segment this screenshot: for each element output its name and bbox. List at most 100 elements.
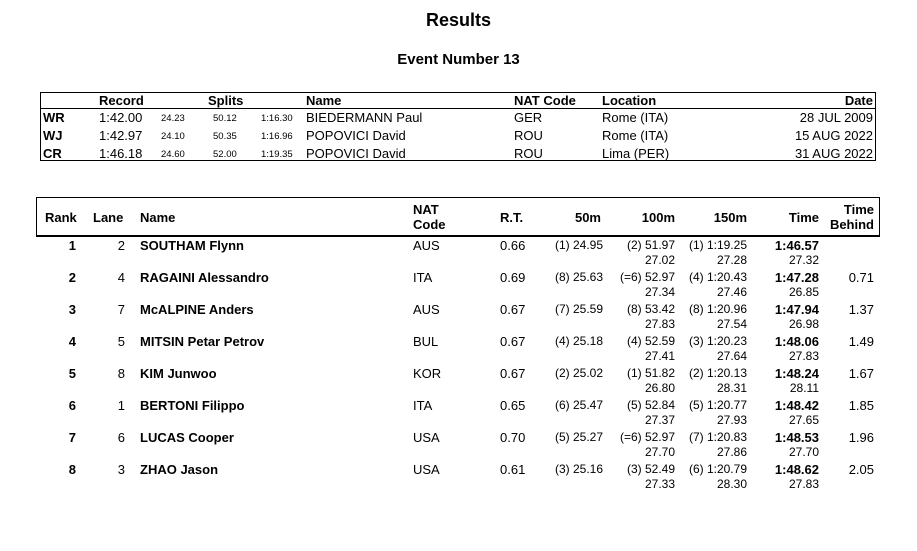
record-s2: 52.00	[213, 149, 237, 160]
result-s150: (5) 1:20.77	[688, 398, 747, 412]
result-rank: 6	[68, 398, 76, 413]
result-behind: 1.37	[848, 302, 874, 317]
result-rt: 0.69	[500, 270, 526, 285]
result-d100: 26.80	[644, 381, 675, 395]
record-name: POPOVICI David	[306, 128, 406, 143]
result-rank: 7	[68, 430, 76, 445]
result-rt: 0.67	[500, 366, 526, 381]
result-name: SOUTHAM Flynn	[140, 238, 244, 253]
result-rt: 0.67	[500, 302, 526, 317]
result-behind: 2.05	[848, 462, 874, 477]
result-name: McALPINE Anders	[140, 302, 254, 317]
result-s50: (7) 25.59	[554, 302, 603, 316]
result-d100: 27.02	[644, 253, 675, 267]
result-d200: 26.85	[788, 285, 819, 299]
result-d200: 27.65	[788, 413, 819, 427]
record-date: 15 AUG 2022	[794, 128, 873, 143]
result-rank: 4	[68, 334, 76, 349]
result-rt: 0.65	[500, 398, 526, 413]
result-s50: (8) 25.63	[554, 270, 603, 284]
page-title: Results	[425, 10, 492, 30]
result-d100: 27.37	[644, 413, 675, 427]
header-time-behind-1: Time	[843, 202, 874, 217]
record-s1: 24.23	[161, 113, 185, 124]
result-s150: (3) 1:20.23	[688, 334, 747, 348]
result-s100: (=6) 52.97	[619, 270, 675, 284]
result-s150: (6) 1:20.79	[688, 462, 747, 476]
header-name: Name	[306, 93, 342, 108]
result-d150: 27.46	[716, 285, 747, 299]
result-d200: 28.11	[789, 381, 819, 395]
result-s100: (2) 51.97	[626, 238, 675, 252]
result-time: 1:47.28	[774, 270, 819, 285]
record-location: Rome (ITA)	[602, 128, 669, 143]
header-date: Date	[844, 93, 873, 108]
result-nat: AUS	[413, 238, 440, 253]
result-time: 1:48.06	[774, 334, 819, 349]
result-d200: 27.83	[788, 349, 819, 363]
record-nat: ROU	[514, 128, 543, 143]
result-lane: 8	[117, 366, 125, 381]
header-location: Location	[602, 93, 657, 108]
result-d150: 28.31	[716, 381, 747, 395]
result-d100: 27.34	[644, 285, 675, 299]
result-name: ZHAO Jason	[140, 462, 219, 477]
result-rank: 8	[68, 462, 76, 477]
result-behind: 1.85	[848, 398, 874, 413]
header-record: Record	[99, 93, 144, 108]
result-time: 1:48.42	[774, 398, 819, 413]
record-type: CR	[43, 146, 62, 161]
result-nat: AUS	[413, 302, 440, 317]
header-rank: Rank	[45, 210, 77, 225]
record-s1: 24.60	[161, 149, 185, 160]
result-s100: (8) 53.42	[626, 302, 675, 316]
record-time: 1:46.18	[99, 146, 143, 161]
result-rt: 0.70	[500, 430, 526, 445]
result-rank: 5	[68, 366, 76, 381]
result-s150: (7) 1:20.83	[688, 430, 747, 444]
result-behind: 1.67	[848, 366, 874, 381]
header-150m: 150m	[713, 210, 747, 225]
record-s3: 1:16.30	[261, 113, 293, 124]
result-d100: 27.70	[644, 445, 675, 459]
result-s50: (5) 25.27	[554, 430, 603, 444]
result-time: 1:48.53	[774, 430, 819, 445]
records-header: Record Splits Name NAT Code Location Dat…	[41, 93, 875, 109]
result-s150: (4) 1:20.43	[688, 270, 747, 284]
result-behind: 1.49	[848, 334, 874, 349]
result-lane: 4	[117, 270, 125, 285]
results-header: Rank Lane Name NAT Code R.T. 50m 100m 15…	[36, 197, 880, 237]
result-rt: 0.67	[500, 334, 526, 349]
record-nat: ROU	[514, 146, 543, 161]
result-behind: 0.71	[848, 270, 874, 285]
result-time: 1:48.24	[774, 366, 819, 381]
header-rt: R.T.	[500, 210, 524, 225]
result-nat: USA	[413, 462, 440, 477]
records-table: Record Splits Name NAT Code Location Dat…	[40, 92, 876, 161]
record-s3: 1:16.96	[261, 131, 293, 142]
result-s100: (=6) 52.97	[619, 430, 675, 444]
result-d150: 28.30	[716, 477, 747, 491]
result-time: 1:47.94	[774, 302, 819, 317]
record-name: BIEDERMANN Paul	[306, 110, 423, 125]
result-lane: 2	[117, 238, 125, 253]
result-name: RAGAINI Alessandro	[140, 270, 269, 285]
record-location: Lima (PER)	[602, 146, 670, 161]
result-nat: KOR	[413, 366, 442, 381]
result-d100: 27.83	[644, 317, 675, 331]
result-lane: 5	[117, 334, 125, 349]
header-nat: NAT Code	[514, 93, 576, 108]
result-d200: 27.83	[788, 477, 819, 491]
result-d150: 27.86	[716, 445, 747, 459]
result-s50: (1) 24.95	[554, 238, 603, 252]
record-type: WJ	[43, 128, 63, 143]
result-lane: 3	[117, 462, 125, 477]
result-s50: (6) 25.47	[554, 398, 603, 412]
result-rank: 1	[68, 238, 76, 253]
result-d200: 27.32	[788, 253, 819, 267]
record-s2: 50.12	[213, 113, 237, 124]
result-rank: 2	[68, 270, 76, 285]
header-100m: 100m	[641, 210, 675, 225]
result-nat: ITA	[413, 398, 433, 413]
header-lane: Lane	[93, 210, 124, 225]
